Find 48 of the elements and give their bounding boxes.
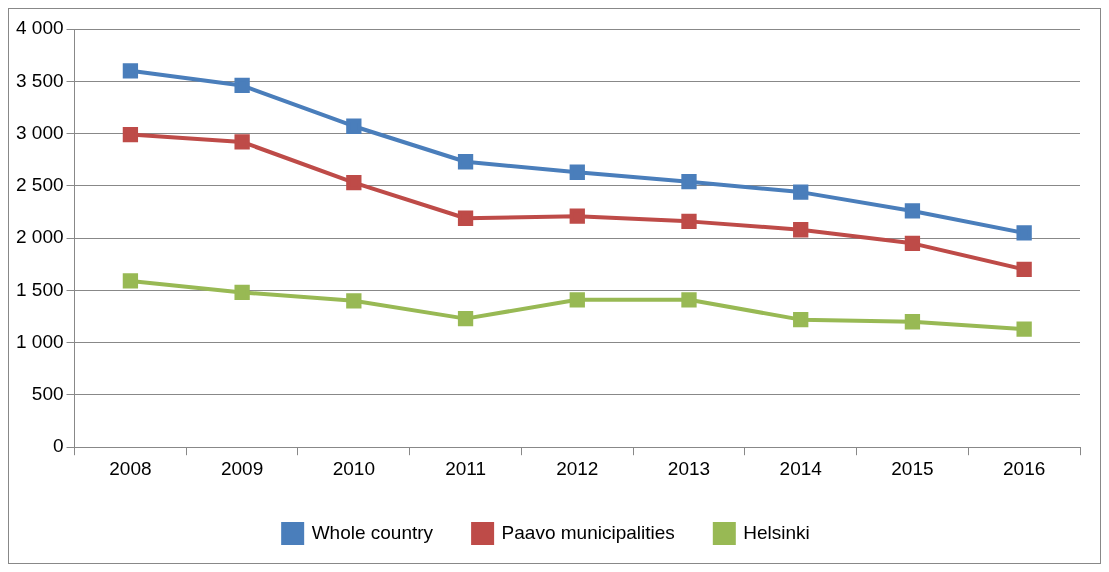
y-tick-label: 1 000 <box>16 330 64 352</box>
point <box>904 203 921 219</box>
legend-label: Helsinki <box>743 521 810 543</box>
point <box>122 63 139 79</box>
point <box>569 292 585 308</box>
y-tick-label: 4 000 <box>16 17 64 39</box>
point <box>793 311 809 328</box>
point <box>346 175 362 191</box>
point <box>569 208 585 224</box>
point <box>1016 321 1032 337</box>
x-tick-label: 2015 <box>891 457 934 479</box>
x-tick-label: 2011 <box>445 457 486 479</box>
point <box>904 314 921 330</box>
point <box>234 77 250 94</box>
point <box>569 164 585 180</box>
x-tick-label: 2009 <box>220 457 264 479</box>
point <box>457 154 474 170</box>
point <box>1016 225 1032 241</box>
point <box>904 235 921 251</box>
y-tick-label: 500 <box>31 383 64 405</box>
y-tick-label: 1 500 <box>16 278 64 300</box>
x-tick-label: 2014 <box>779 457 823 479</box>
x-tick-label: 2013 <box>667 457 711 479</box>
point <box>122 126 139 143</box>
x-tick-label: 2008 <box>109 457 152 479</box>
point <box>234 284 250 301</box>
legend-label: Whole country <box>311 521 434 543</box>
y-tick-label: 2 000 <box>16 226 64 248</box>
y-tick-label: 3 000 <box>16 121 64 143</box>
point <box>457 210 474 226</box>
point <box>1016 261 1032 278</box>
point <box>346 118 362 134</box>
x-tick-label: 2016 <box>1003 457 1046 479</box>
point <box>346 293 362 309</box>
legend-label: Paavo municipalities <box>501 521 675 543</box>
point <box>234 134 250 150</box>
y-tick-label: 3 500 <box>16 69 64 91</box>
point <box>122 273 139 289</box>
point <box>681 213 697 230</box>
point <box>457 310 474 327</box>
x-tick-label: 2012 <box>556 457 599 479</box>
y-tick-label: 0 <box>52 435 64 457</box>
x-tick-label: 2010 <box>332 457 375 479</box>
y-tick-label: 2 500 <box>16 174 64 196</box>
point <box>681 292 697 308</box>
point <box>681 173 697 190</box>
point <box>793 222 809 238</box>
point <box>793 184 809 200</box>
